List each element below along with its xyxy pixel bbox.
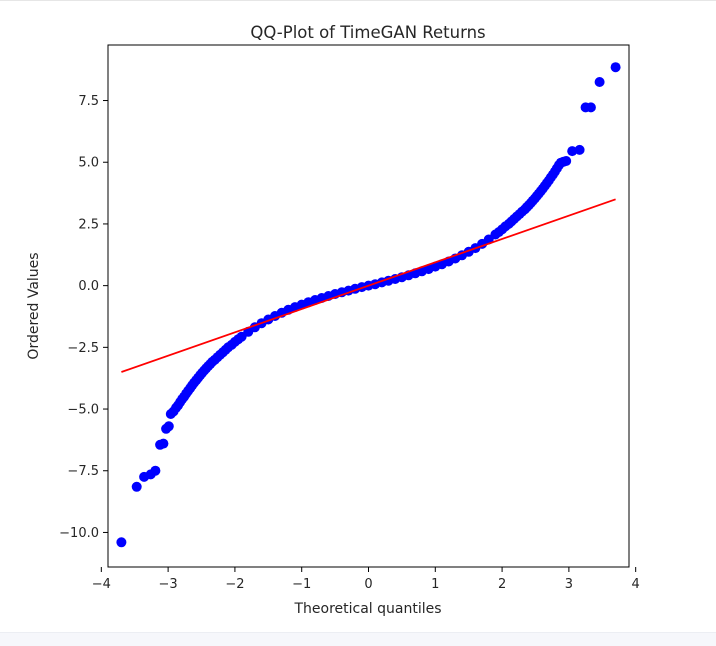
data-point [150, 465, 161, 476]
x-axis: −4 −3 −2 −1 0 1 2 3 4 [92, 567, 640, 592]
x-tick-label: 1 [431, 577, 439, 592]
x-axis-label: Theoretical quantiles [293, 601, 441, 617]
data-points [116, 62, 621, 548]
data-point [116, 537, 127, 548]
cell-footer-strip [0, 632, 716, 646]
x-tick-label: 4 [632, 577, 640, 592]
data-point [585, 102, 596, 113]
plot-frame [107, 44, 630, 568]
fit-line [121, 198, 616, 373]
cell-top-border [0, 0, 716, 1]
y-tick-label: 7.5 [78, 94, 99, 109]
data-point [131, 481, 142, 492]
x-tick-label: −2 [225, 577, 244, 592]
data-point [158, 438, 169, 449]
y-tick-label: −10.0 [59, 526, 99, 541]
y-tick-label: −2.5 [67, 341, 99, 356]
x-tick-label: −3 [159, 577, 178, 592]
y-axis: −10.0 −7.5 −5.0 −2.5 0.0 2.5 5.0 7.5 [59, 94, 108, 541]
qq-plot: QQ-Plot of TimeGAN Returns −4 −3 −2 −1 0 1 2 3 4… [26, 23, 640, 617]
data-point [574, 144, 585, 155]
data-point [594, 77, 605, 87]
y-tick-label: 0.0 [78, 279, 99, 294]
data-point [163, 421, 174, 432]
y-tick-label: −7.5 [67, 464, 99, 479]
data-point [610, 62, 621, 73]
y-tick-label: 2.5 [78, 217, 99, 232]
x-tick-label: −1 [292, 577, 311, 592]
data-point [567, 146, 578, 157]
y-axis-label: Ordered Values [26, 252, 42, 359]
x-tick-label: 3 [565, 577, 573, 592]
data-point [561, 156, 572, 166]
x-tick-label: 2 [498, 577, 506, 592]
y-tick-label: −5.0 [67, 403, 99, 418]
chart-title: QQ-Plot of TimeGAN Returns [250, 23, 485, 42]
x-tick-label: 0 [364, 577, 372, 592]
x-tick-label: −4 [92, 577, 111, 592]
y-tick-label: 5.0 [78, 156, 99, 171]
